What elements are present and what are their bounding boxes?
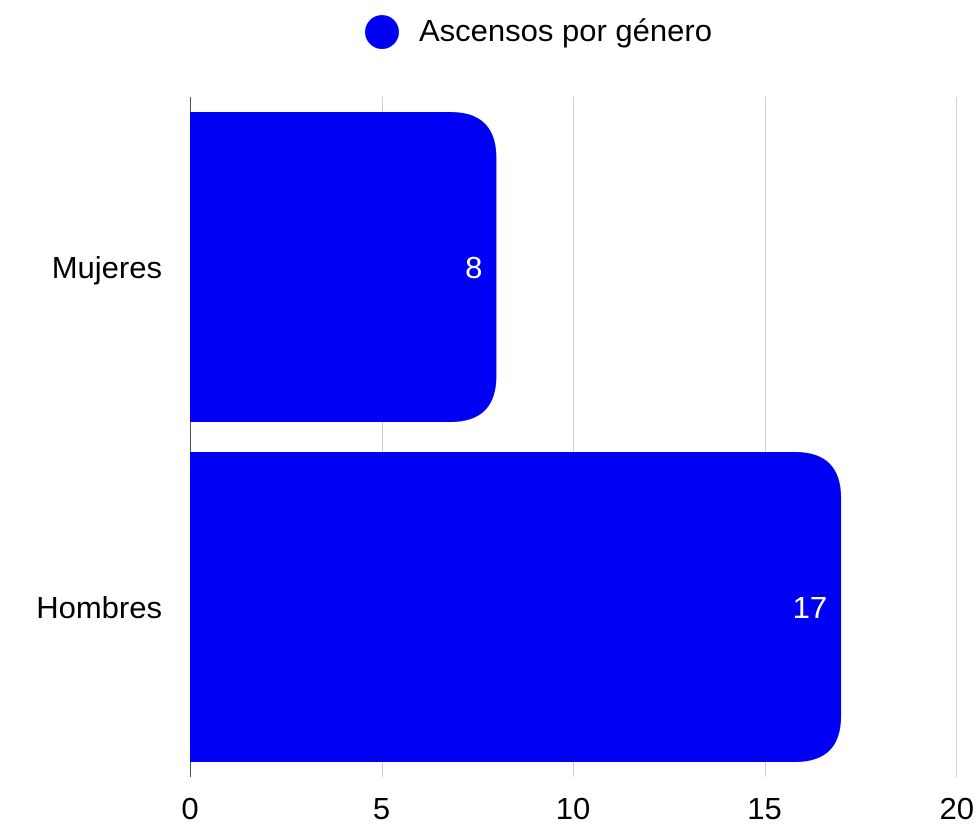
data-label-mujeres: 8 bbox=[465, 250, 482, 285]
x-tick-label-10: 10 bbox=[556, 791, 590, 826]
data-label-hombres: 17 bbox=[793, 590, 827, 625]
x-tick-label-15: 15 bbox=[747, 791, 781, 826]
legend: Ascensos por género bbox=[365, 13, 712, 49]
legend-marker bbox=[365, 15, 399, 49]
x-tick-label-20: 20 bbox=[940, 791, 974, 826]
category-label-mujeres: Mujeres bbox=[52, 250, 162, 285]
legend-label: Ascensos por género bbox=[419, 13, 712, 48]
category-label-hombres: Hombres bbox=[36, 590, 162, 625]
x-tick-label-0: 0 bbox=[181, 791, 198, 826]
x-tick-label-5: 5 bbox=[373, 791, 390, 826]
category-labels: Mujeres Hombres bbox=[36, 250, 162, 625]
bar-mujeres bbox=[190, 112, 497, 422]
x-axis-ticks: 0 5 10 15 20 bbox=[181, 791, 974, 826]
bars: 8 17 bbox=[190, 112, 842, 762]
bar-hombres bbox=[190, 452, 842, 762]
